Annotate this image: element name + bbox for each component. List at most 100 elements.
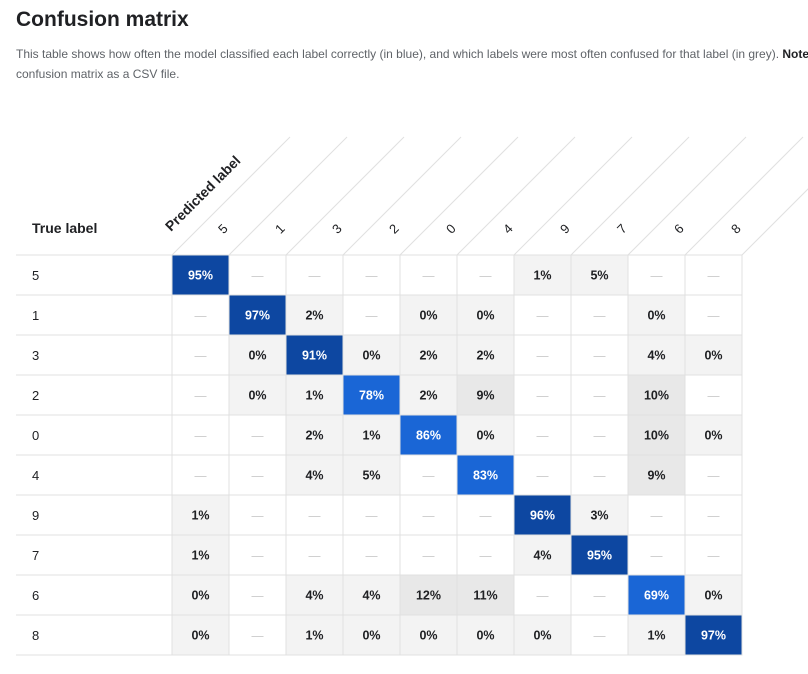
cell-value: 4% <box>362 589 380 603</box>
cell-value: — <box>537 389 549 403</box>
header-diagonal-line <box>627 136 747 256</box>
cell-background <box>513 574 572 616</box>
cell-background <box>627 494 686 536</box>
cell-value: — <box>537 309 549 323</box>
cell-background <box>570 254 629 296</box>
cell-value: — <box>252 469 264 483</box>
matrix-cell: 2% <box>456 334 515 376</box>
matrix-cell: 1% <box>285 374 344 416</box>
cell-background <box>456 414 515 456</box>
cell-value: — <box>708 469 720 483</box>
cell-value: 69% <box>644 589 669 603</box>
cell-background <box>228 254 287 296</box>
cell-value: 97% <box>245 309 270 323</box>
cell-background <box>456 534 515 576</box>
row-label: 4 <box>32 468 39 483</box>
cell-background <box>342 414 401 456</box>
matrix-cell: 0% <box>513 614 572 656</box>
cell-background <box>456 374 515 416</box>
cell-value: — <box>252 549 264 563</box>
cell-value: — <box>480 269 492 283</box>
column-labels: 5 1 3 2 0 4 9 7 6 8 <box>215 221 744 237</box>
cell-value: — <box>594 629 606 643</box>
header-diagonal-line <box>456 136 576 256</box>
cell-value: — <box>651 549 663 563</box>
cell-background <box>570 534 629 576</box>
matrix-cell: 91% <box>285 334 344 376</box>
matrix-cell: — <box>684 374 743 416</box>
cell-background <box>171 294 230 336</box>
cell-value: 0% <box>704 589 722 603</box>
matrix-cell: — <box>228 454 287 496</box>
matrix-cell: — <box>342 254 401 296</box>
column-label: 9 <box>557 221 573 237</box>
cell-value: 2% <box>305 429 323 443</box>
matrix-cell: 2% <box>285 294 344 336</box>
matrix-cell: 0% <box>228 334 287 376</box>
cell-background <box>285 454 344 496</box>
cell-background <box>513 374 572 416</box>
cell-value: — <box>708 549 720 563</box>
cell-background <box>627 294 686 336</box>
page-description: This table shows how often the model cla… <box>16 44 808 84</box>
cell-value: 12% <box>416 589 441 603</box>
column-label: 5 <box>215 221 231 237</box>
row-label: 8 <box>32 628 39 643</box>
cell-value: 5% <box>362 469 380 483</box>
header-diagonal-line <box>684 136 804 256</box>
cell-background <box>456 294 515 336</box>
cell-value: 9% <box>647 469 665 483</box>
cell-background <box>570 294 629 336</box>
matrix-cell: 5% <box>570 254 629 296</box>
cell-value: — <box>480 549 492 563</box>
matrix-cell: 0% <box>456 414 515 456</box>
matrix-cell: 0% <box>399 294 458 336</box>
cell-value: — <box>423 549 435 563</box>
matrix-cell: 86% <box>399 414 458 456</box>
cell-background <box>513 334 572 376</box>
header-diagonal-line <box>171 136 291 256</box>
cell-background <box>228 614 287 656</box>
matrix-cell: — <box>570 334 629 376</box>
matrix-cell: — <box>285 534 344 576</box>
matrix-cell: 97% <box>684 614 743 656</box>
cell-background <box>456 334 515 376</box>
cell-background <box>342 534 401 576</box>
matrix-cell: — <box>570 454 629 496</box>
cell-value: 4% <box>305 589 323 603</box>
cell-value: 0% <box>419 629 437 643</box>
cell-value: 2% <box>476 349 494 363</box>
row-label: 0 <box>32 428 39 443</box>
matrix-cell: 0% <box>171 574 230 616</box>
cell-value: 0% <box>476 629 494 643</box>
cell-background <box>171 374 230 416</box>
matrix-cell: 9% <box>627 454 686 496</box>
cell-background <box>342 294 401 336</box>
column-label: 2 <box>386 221 402 237</box>
cell-background <box>684 374 743 416</box>
cell-background <box>228 414 287 456</box>
cell-background <box>513 294 572 336</box>
header-diagonal-lines <box>171 136 808 256</box>
cell-value: — <box>309 269 321 283</box>
cell-background <box>399 374 458 416</box>
cell-value: 0% <box>362 349 380 363</box>
cell-value: 0% <box>476 429 494 443</box>
cell-background <box>285 494 344 536</box>
cell-background <box>456 614 515 656</box>
matrix-cell: — <box>171 414 230 456</box>
matrix-cell: — <box>456 534 515 576</box>
matrix-cell: — <box>513 454 572 496</box>
cell-value: — <box>195 309 207 323</box>
cell-value: — <box>309 509 321 523</box>
header-diagonal-line <box>741 188 808 256</box>
cell-value: 1% <box>191 549 209 563</box>
cell-value: 95% <box>188 269 213 283</box>
cell-value: 86% <box>416 429 441 443</box>
cell-background <box>684 294 743 336</box>
cell-value: — <box>537 349 549 363</box>
cell-value: 0% <box>362 629 380 643</box>
header-diagonal-line <box>570 136 690 256</box>
cell-value: — <box>252 429 264 443</box>
